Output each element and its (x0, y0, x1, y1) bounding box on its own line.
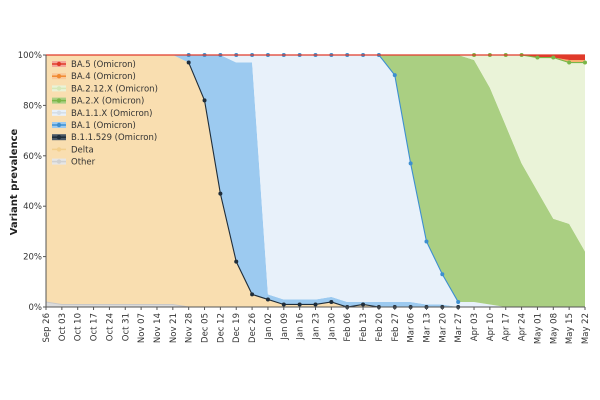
legend-label: B.1.1.529 (Omicron) (71, 133, 157, 143)
legend-label: BA.1.1.X (Omicron) (71, 109, 152, 119)
x-tick-label: Nov 21 (169, 313, 179, 343)
point-b-1-1-529-omicron[interactable] (313, 302, 318, 307)
y-tick-label: 60% (23, 152, 42, 162)
area-ba-1-1-x-omicron (46, 55, 585, 307)
legend-item-ba-1-omicron[interactable]: BA.1 (Omicron) (52, 121, 136, 131)
x-tick-label: Apr 03 (470, 313, 480, 341)
point-b-1-1-529-omicron[interactable] (234, 259, 239, 264)
x-tick-label: Feb 13 (359, 313, 369, 342)
x-tick-label: Dec 19 (232, 313, 242, 343)
legend-label: BA.4 (Omicron) (71, 72, 136, 82)
x-tick-label: Feb 06 (343, 313, 353, 342)
point-b-1-1-529-omicron[interactable] (265, 297, 270, 302)
x-tick-label: Nov 07 (137, 313, 147, 343)
x-tick-label: Oct 10 (74, 313, 84, 341)
x-tick-label: Jan 30 (327, 313, 337, 341)
area-ba-2-12-x-omicron (46, 55, 585, 252)
point-b-1-1-529-omicron[interactable] (281, 302, 286, 307)
point-ba-1-omicron[interactable] (408, 161, 413, 166)
legend-marker (56, 98, 62, 103)
point-ba-2-x-omicron[interactable] (535, 55, 540, 60)
plot-area (45, 53, 587, 309)
x-tick-label: Mar 20 (438, 313, 448, 343)
legend-label: BA.2.X (Omicron) (71, 97, 144, 107)
x-tick-label: Mar 27 (454, 313, 464, 343)
y-tick-label: 80% (23, 101, 42, 111)
y-tick-label: 40% (23, 202, 42, 212)
point-ba-1-omicron[interactable] (424, 239, 429, 244)
legend-marker (56, 74, 62, 79)
area-ba-2-x-omicron (46, 55, 585, 307)
legend-marker (56, 147, 62, 152)
point-b-1-1-529-omicron[interactable] (329, 299, 334, 304)
legend-item-other[interactable]: Other (52, 158, 96, 168)
legend-item-ba-5-omicron[interactable]: BA.5 (Omicron) (52, 60, 136, 70)
legend-item-ba-2-12-x-omicron[interactable]: BA.2.12.X (Omicron) (52, 84, 158, 94)
legend-item-ba-1-1-x-omicron[interactable]: BA.1.1.X (Omicron) (52, 109, 152, 119)
legend-marker (56, 135, 62, 140)
x-tick-label: Dec 26 (248, 313, 258, 343)
legend[interactable]: BA.5 (Omicron) BA.4 (Omicron) BA.2.12.X (O… (52, 60, 158, 168)
y-axis: 0% 20% 40% 60% 80% 100% (18, 51, 47, 313)
point-b-1-1-529-omicron[interactable] (297, 302, 302, 307)
area-other (46, 301, 585, 307)
x-tick-label: Oct 17 (90, 313, 100, 341)
x-tick-label: Nov 14 (153, 313, 163, 343)
point-b-1-1-529-omicron[interactable] (250, 292, 255, 297)
x-tick-label: Apr 24 (518, 313, 528, 341)
x-tick-label: May 01 (533, 313, 543, 344)
point-b-1-1-529-omicron[interactable] (202, 98, 207, 103)
x-tick-label: Mar 13 (422, 313, 432, 343)
x-tick-label: Dec 05 (201, 313, 211, 343)
x-tick-label: Jan 09 (280, 313, 290, 341)
point-b-1-1-529-omicron[interactable] (361, 302, 366, 307)
x-tick-label: Sep 26 (42, 313, 52, 343)
x-axis: Sep 26 Oct 03 Oct 10 Oct 17 Oct 24 Oct 31 Nov … (42, 306, 591, 344)
legend-marker (56, 110, 62, 116)
legend-item-b-1-1-529-omicron[interactable]: B.1.1.529 (Omicron) (52, 133, 157, 143)
x-tick-label: May 08 (549, 313, 559, 344)
legend-item-ba-4-omicron[interactable]: BA.4 (Omicron) (52, 72, 136, 82)
x-tick-label: Oct 24 (105, 313, 115, 341)
x-tick-label: Jan 23 (312, 313, 322, 341)
y-tick-label: 100% (18, 51, 42, 61)
legend-marker (56, 159, 62, 164)
x-tick-label: May 22 (581, 313, 591, 344)
x-tick-label: Jan 02 (264, 313, 274, 341)
legend-item-delta[interactable]: Delta (52, 145, 94, 155)
legend-label: BA.5 (Omicron) (71, 60, 136, 70)
x-tick-label: Apr 10 (486, 313, 496, 341)
x-tick-label: Feb 27 (391, 313, 401, 342)
legend-label: BA.1 (Omicron) (71, 121, 136, 131)
legend-label: BA.2.12.X (Omicron) (71, 84, 158, 94)
point-ba-1-omicron[interactable] (456, 299, 461, 304)
x-tick-label: Mar 06 (407, 313, 417, 343)
x-tick-label: Apr 17 (502, 313, 512, 341)
point-ba-1-omicron[interactable] (392, 73, 397, 78)
x-tick-label: Oct 31 (121, 313, 131, 341)
legend-label: Delta (71, 145, 94, 155)
x-tick-label: Oct 03 (58, 313, 68, 341)
point-ba-2-x-omicron[interactable] (567, 60, 572, 65)
point-ba-2-x-omicron[interactable] (583, 60, 587, 65)
point-b-1-1-529-omicron[interactable] (218, 191, 223, 196)
y-axis-label: Variant prevalence (9, 128, 20, 235)
area-delta (46, 55, 585, 307)
y-tick-label: 0% (29, 303, 43, 313)
legend-marker (56, 86, 62, 91)
x-tick-label: Dec 12 (216, 313, 226, 343)
x-tick-label: May 15 (565, 313, 575, 344)
point-ba-2-x-omicron[interactable] (551, 55, 556, 60)
legend-marker (56, 122, 62, 128)
legend-label: Other (71, 158, 96, 168)
point-b-1-1-529-omicron[interactable] (186, 60, 191, 65)
legend-item-ba-2-x-omicron[interactable]: BA.2.X (Omicron) (52, 97, 144, 107)
legend-marker (56, 61, 62, 67)
x-tick-label: Feb 20 (375, 313, 385, 342)
x-tick-label: Nov 28 (185, 313, 195, 343)
x-tick-label: Jan 16 (296, 313, 306, 341)
y-tick-label: 20% (23, 253, 42, 263)
point-ba-1-omicron[interactable] (440, 272, 445, 277)
